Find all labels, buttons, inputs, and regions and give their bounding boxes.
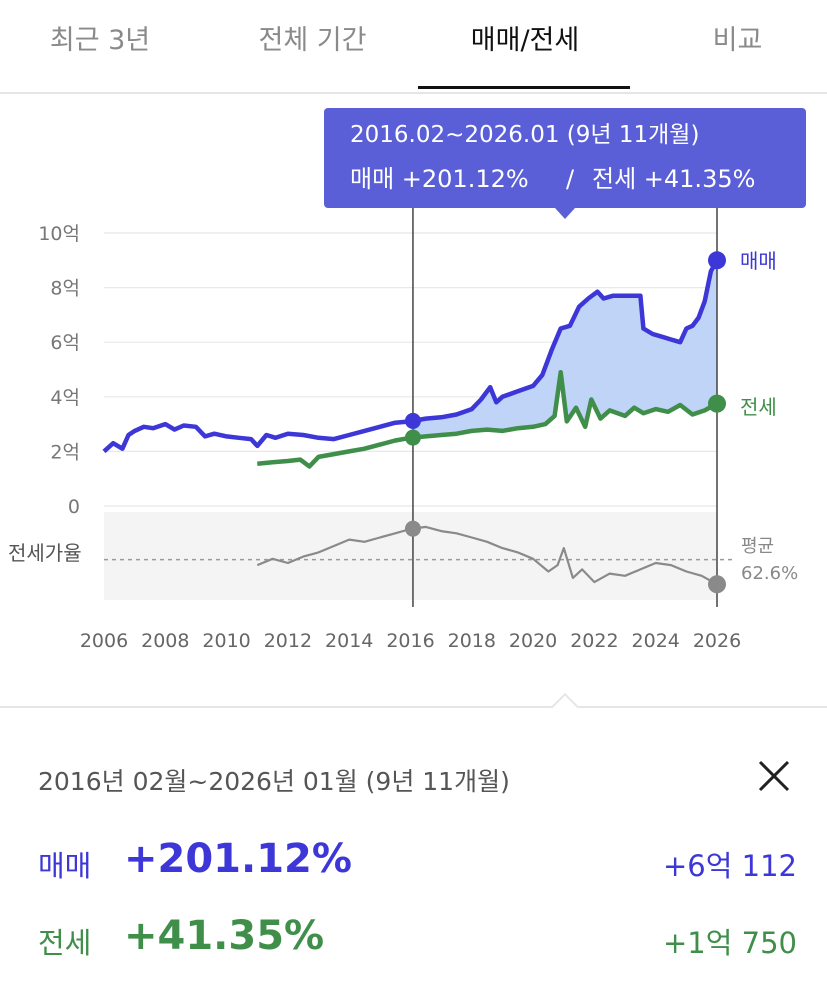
- ratio-avg-value: 62.6%: [741, 563, 798, 584]
- tab-all-period[interactable]: 전체 기간: [258, 25, 367, 56]
- tooltip-pointer: [555, 208, 575, 219]
- x-axis-ticks: 2006 2008 2010 2012 2014 2016 2018 2020 2022 2024…: [80, 630, 741, 652]
- summary-buy-diff: +6억 112: [663, 849, 797, 883]
- chart-markers: [404, 251, 726, 594]
- active-tab-indicator: [418, 86, 630, 89]
- close-icon: [758, 760, 790, 792]
- summary-jeonse-label: 전세: [38, 926, 92, 960]
- marker-jeonse-start: [404, 429, 421, 446]
- divider-notch: [550, 692, 580, 722]
- summary-jeonse-diff: +1억 750: [663, 926, 797, 960]
- marker-ratio-end: [708, 575, 726, 594]
- section-divider: [0, 706, 827, 708]
- y-tick-label: 8억: [50, 278, 80, 300]
- ratio-label: 전세가율: [8, 541, 82, 565]
- y-tick-label: 4억: [50, 387, 80, 409]
- tab-bar: 최근 3년 전체 기간 매매/전세 비교: [0, 0, 827, 94]
- x-tick-label: 2010: [202, 630, 250, 652]
- legend-jeonse: 전세: [740, 395, 777, 419]
- tab-recent-3y[interactable]: 최근 3년: [49, 25, 151, 56]
- x-tick-label: 2016: [386, 630, 434, 652]
- x-tick-label: 2014: [325, 630, 373, 652]
- ratio-line: [256, 525, 718, 586]
- x-tick-label: 2026: [693, 630, 741, 652]
- y-tick-label: 2억: [50, 441, 80, 463]
- tooltip-range: 2016.02~2026.01 (9년 11개월): [350, 122, 699, 148]
- y-axis-ticks: 10억 8억 6억 4억 2억 0: [38, 223, 80, 518]
- summary-buy-pct: +201.12%: [124, 836, 352, 882]
- ratio-avg-label: 평균: [741, 536, 774, 557]
- x-tick-label: 2022: [570, 630, 618, 652]
- y-tick-label: 6억: [50, 332, 80, 354]
- x-tick-label: 2018: [448, 630, 496, 652]
- series-line-jeonse: [257, 369, 719, 469]
- y-tick-label: 10억: [38, 223, 80, 245]
- summary-period: 2016년 02월~2026년 01월 (9년 11개월): [38, 767, 510, 796]
- marker-buy-start: [404, 412, 421, 429]
- tooltip-jeonse: 전세 +41.35%: [592, 165, 755, 193]
- x-tick-label: 2020: [509, 630, 557, 652]
- x-tick-label: 2012: [264, 630, 312, 652]
- summary-buy-label: 매매: [38, 849, 92, 883]
- tab-buy-jeonse[interactable]: 매매/전세: [470, 25, 580, 56]
- x-tick-label: 2006: [80, 630, 128, 652]
- marker-buy-end: [708, 251, 726, 270]
- y-tick-label: 0: [68, 496, 80, 518]
- tooltip-buy: 매매 +201.12%: [350, 165, 529, 193]
- close-button[interactable]: [754, 756, 794, 796]
- price-chart[interactable]: 10억 8억 6억 4억 2억 0 2006 2008 2010 2012 2014 2016 201…: [0, 92, 827, 692]
- summary-jeonse-pct: +41.35%: [124, 913, 325, 959]
- x-tick-label: 2024: [632, 630, 680, 652]
- tooltip-box: [324, 108, 806, 208]
- x-tick-label: 2008: [141, 630, 189, 652]
- tab-compare[interactable]: 비교: [712, 25, 763, 56]
- tooltip-sep: /: [566, 165, 575, 193]
- marker-jeonse-end: [708, 394, 726, 413]
- tooltip: 2016.02~2026.01 (9년 11개월) 매매 +201.12% / …: [324, 108, 806, 219]
- chart-grid: [104, 232, 717, 507]
- series-line-buy: [102, 259, 719, 454]
- marker-ratio-start: [404, 520, 421, 537]
- legend-buy: 매매: [740, 249, 777, 273]
